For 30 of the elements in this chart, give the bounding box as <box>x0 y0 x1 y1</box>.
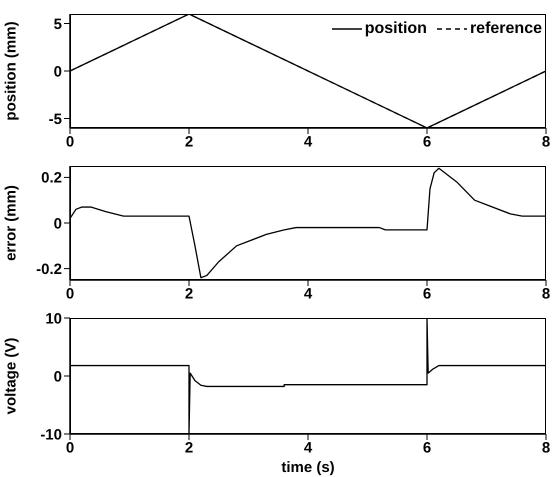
x-tick-label: 2 <box>184 134 194 151</box>
x-tick-label: 8 <box>542 440 550 457</box>
y-axis-title: voltage (V) <box>2 338 20 414</box>
x-tick-label: 8 <box>542 134 550 151</box>
y-tick-label: 0 <box>54 368 62 386</box>
x-tick-label: 4 <box>304 286 313 303</box>
x-axis-title: time (s) <box>281 459 335 476</box>
x-tick-label: 8 <box>542 286 550 303</box>
legend-label: position <box>364 20 427 38</box>
y-tick-label: 5 <box>54 16 62 33</box>
y-axis-title: error (mm) <box>2 185 20 261</box>
y-axis-title: position (mm) <box>2 21 20 121</box>
y-tick-label: 10 <box>45 310 62 328</box>
x-tick-label: 0 <box>66 134 74 151</box>
x-tick-label: 0 <box>66 286 74 303</box>
x-tick-label: 0 <box>66 440 74 457</box>
x-tick-label: 6 <box>422 286 432 303</box>
x-tick-label: 2 <box>184 286 194 303</box>
x-tick-label: 6 <box>422 440 432 457</box>
y-tick-label: -10 <box>40 426 62 444</box>
x-tick-label: 2 <box>184 440 194 457</box>
x-tick-label: 4 <box>304 134 313 151</box>
y-tick-label: 0 <box>54 63 62 80</box>
y-tick-label: -5 <box>48 110 62 128</box>
x-tick-label: 4 <box>304 440 313 457</box>
y-tick-label: 0 <box>54 215 62 232</box>
y-tick-label: -0.2 <box>36 260 62 278</box>
legend-label: reference <box>470 20 542 38</box>
x-tick-label: 6 <box>422 134 432 151</box>
y-tick-label: 0.2 <box>41 170 62 187</box>
